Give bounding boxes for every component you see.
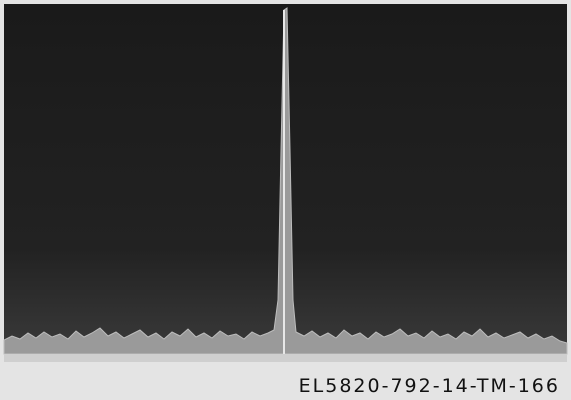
caption: EL5820-792-14-TM-166 <box>299 375 560 397</box>
noise-floor <box>3 7 568 355</box>
bezel-edge <box>4 354 567 362</box>
